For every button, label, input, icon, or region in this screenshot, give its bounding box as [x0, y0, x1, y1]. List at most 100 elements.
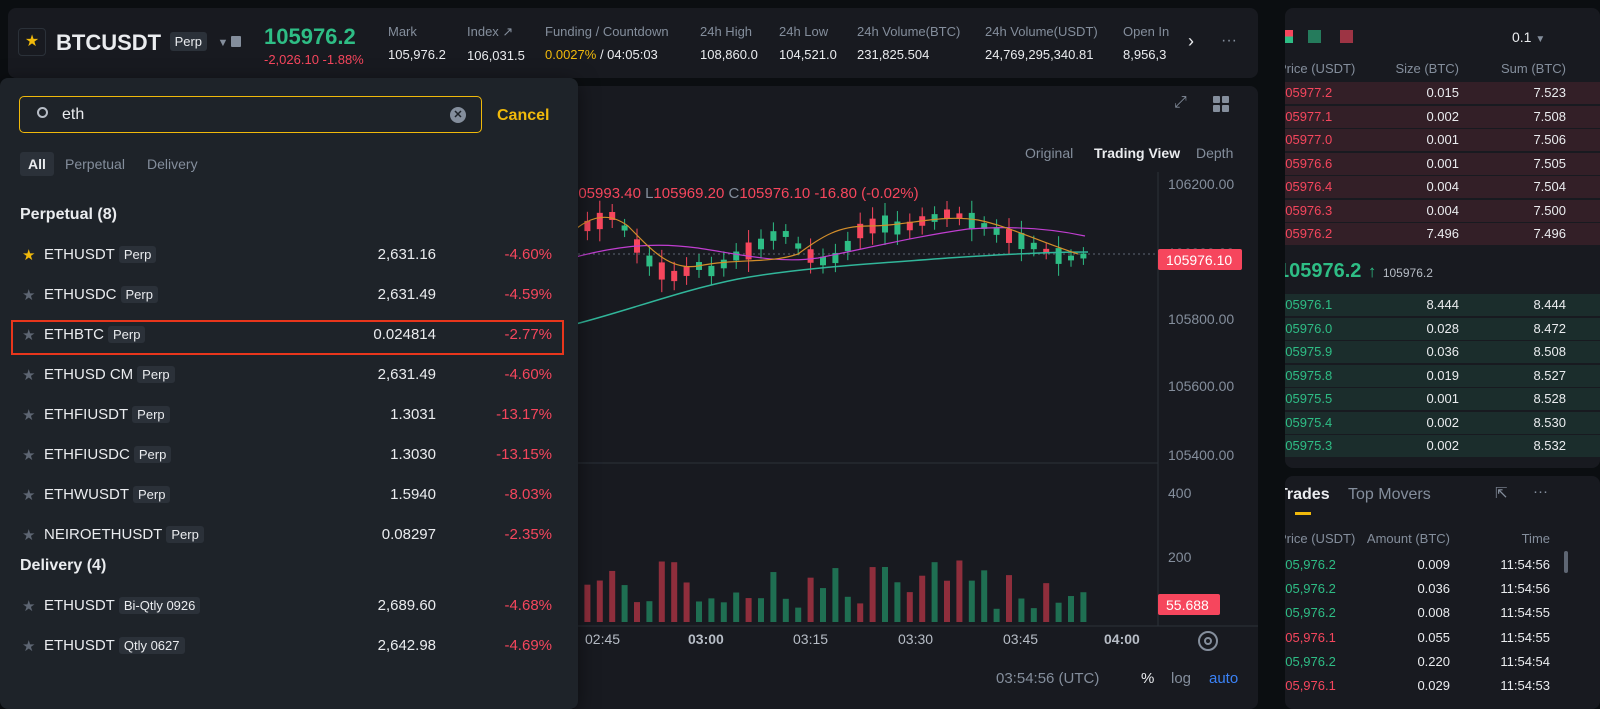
scrollbar[interactable] — [1564, 551, 1568, 573]
orderbook-row[interactable]: 105975.8 0.019 8.527 — [1285, 364, 1600, 387]
star-icon[interactable]: ★ — [22, 487, 36, 504]
popout-button[interactable]: ⇱ — [1495, 484, 1508, 502]
tab-top-movers[interactable]: Top Movers — [1348, 486, 1431, 503]
orderbook-row[interactable]: 105976.0 0.028 8.472 — [1285, 317, 1600, 340]
trade-row: 105,976.1 0.055 11:54:55 — [1285, 627, 1600, 649]
market-row[interactable]: ★ ETHWUSDT Perp 1.5940 -8.03% — [0, 475, 578, 515]
precision-select[interactable]: 0.1 ▼ — [1512, 29, 1545, 45]
candle — [770, 231, 777, 241]
star-icon[interactable]: ★ — [22, 407, 36, 424]
trade-price: 105,976.2 — [1285, 653, 1336, 669]
orderbook-row[interactable]: 105976.1 8.444 8.444 — [1285, 294, 1600, 316]
stat-index[interactable]: Index ↗ 106,031.5 — [467, 24, 525, 63]
symbol-label: ETHFIUSDT — [44, 406, 129, 423]
stat-value: 106,031.5 — [467, 48, 525, 63]
market-row[interactable]: ★ ETHUSDT Qtly 0627 2,642.98 -4.69% — [0, 626, 578, 666]
tab-trades[interactable]: Trades — [1285, 486, 1330, 515]
trades-header: Price (USDT) Amount (BTC) Time — [1285, 528, 1600, 550]
orderbook-row[interactable]: 105977.1 0.002 7.508 — [1285, 105, 1600, 128]
tab-trading-view[interactable]: Trading View — [1094, 145, 1181, 161]
orderbook-row[interactable]: 105977.0 0.001 7.506 — [1285, 129, 1600, 151]
view-asks-button[interactable] — [1340, 30, 1353, 43]
market-row[interactable]: ★ ETHUSDT Perp 2,631.16 -4.60% — [0, 235, 578, 275]
market-symbol: ETHUSDT Bi-Qtly 0926 — [44, 597, 201, 614]
more-options-button[interactable]: ··· — [1216, 28, 1242, 54]
symbol-selector[interactable]: BTCUSDT Perp ▼ — [56, 30, 228, 56]
orderbook-row[interactable]: 105975.9 0.036 8.508 — [1285, 341, 1600, 363]
row-price: 105976.2 — [1285, 226, 1333, 241]
volume-bar — [882, 566, 888, 622]
star-icon[interactable]: ★ — [22, 247, 36, 264]
orderbook-row[interactable]: 105976.4 0.004 7.504 — [1285, 176, 1600, 198]
book-icon[interactable] — [231, 36, 241, 47]
volume-bar — [857, 603, 864, 622]
clear-search-button[interactable]: ✕ — [450, 107, 466, 123]
col-price: Price (USDT) — [1285, 531, 1356, 546]
volume-bar — [919, 575, 926, 622]
star-icon[interactable]: ★ — [22, 638, 36, 655]
tab-depth[interactable]: Depth — [1196, 145, 1234, 161]
candle — [807, 249, 814, 263]
star-icon[interactable]: ★ — [22, 287, 36, 304]
orderbook-row[interactable]: 105975.3 0.002 8.532 — [1285, 435, 1600, 457]
orderbook-row[interactable]: 105976.2 7.496 7.496 — [1285, 223, 1600, 245]
favorite-star-button[interactable]: ★ — [18, 28, 46, 56]
scale-auto-button[interactable]: auto — [1209, 670, 1239, 687]
view-bids-button[interactable] — [1308, 30, 1321, 43]
filter-all[interactable]: All — [20, 152, 54, 176]
symbol-label: ETHUSDT — [44, 597, 115, 614]
orderbook-row[interactable]: 105975.4 0.002 8.530 — [1285, 411, 1600, 434]
layout-button[interactable] — [1213, 96, 1229, 112]
symbol-label: ETHFIUSDC — [44, 446, 130, 463]
candlestick-chart[interactable]: 106200.00106000.00105800.00105600.001054… — [568, 86, 1258, 709]
search-box[interactable]: ✕ — [19, 96, 482, 133]
candle — [993, 227, 1000, 235]
trade-price: 105,976.1 — [1285, 678, 1336, 693]
trades-more-button[interactable]: ··· — [1533, 483, 1548, 500]
scroll-right-button[interactable]: › — [1178, 28, 1204, 54]
market-row[interactable]: ★ ETHFIUSDT Perp 1.3031 -13.17% — [0, 395, 578, 435]
candle — [584, 220, 591, 232]
star-icon[interactable]: ★ — [22, 367, 36, 384]
col-size: Size (BTC) — [1395, 61, 1459, 76]
row-sum: 7.508 — [1533, 108, 1566, 124]
candle — [857, 223, 864, 239]
symbol-label: ETHWUSDT — [44, 486, 129, 503]
orderbook-row[interactable]: 105976.6 0.001 7.505 — [1285, 152, 1600, 175]
star-icon[interactable]: ★ — [22, 598, 36, 615]
star-icon[interactable]: ★ — [22, 527, 36, 544]
market-row[interactable]: ★ ETHUSDC Perp 2,631.49 -4.59% — [0, 275, 578, 315]
trade-amount: 0.055 — [1417, 629, 1450, 645]
view-both-button[interactable] — [1285, 30, 1293, 43]
symbol-label: ETHUSDT — [44, 246, 115, 263]
chart-settings-button[interactable] — [1198, 631, 1218, 651]
star-icon[interactable]: ★ — [22, 327, 36, 344]
market-change: -4.60% — [504, 246, 552, 263]
volume-bar — [621, 585, 628, 622]
contract-tag: Perp — [133, 446, 172, 463]
market-row[interactable]: ★ ETHUSDT Bi-Qtly 0926 2,689.60 -4.68% — [0, 586, 578, 626]
col-sum: Sum (BTC) — [1501, 61, 1566, 76]
search-input[interactable] — [62, 104, 432, 126]
market-row[interactable]: ★ NEIROETHUSDT Perp 0.08297 -2.35% — [0, 515, 578, 555]
market-row[interactable]: ★ ETHUSD CM Perp 2,631.49 -4.60% — [0, 355, 578, 395]
scale-log-button[interactable]: log — [1171, 670, 1192, 687]
scale-percent-button[interactable]: % — [1141, 670, 1155, 687]
star-icon[interactable]: ★ — [22, 447, 36, 464]
cancel-button[interactable]: Cancel — [497, 107, 550, 124]
volume-bar — [658, 561, 665, 622]
candle — [1055, 248, 1062, 264]
volume-bar — [596, 580, 603, 622]
market-row[interactable]: ★ ETHBTC Perp 0.024814 -2.77% — [0, 315, 578, 355]
fullscreen-button[interactable]: ⤢ — [1174, 94, 1194, 114]
filter-perpetual[interactable]: Perpetual — [65, 156, 125, 172]
orderbook-row[interactable]: 105976.3 0.004 7.500 — [1285, 199, 1600, 222]
row-price: 105975.9 — [1285, 344, 1333, 359]
row-sum: 7.504 — [1533, 179, 1566, 194]
filter-delivery[interactable]: Delivery — [147, 156, 198, 172]
orderbook-row[interactable]: 105977.2 0.015 7.523 — [1285, 82, 1600, 104]
orderbook-row[interactable]: 105975.5 0.001 8.528 — [1285, 388, 1600, 410]
tab-original[interactable]: Original — [1025, 145, 1074, 161]
market-row[interactable]: ★ ETHFIUSDC Perp 1.3030 -13.15% — [0, 435, 578, 475]
contract-type-tag: Perp — [169, 32, 208, 51]
